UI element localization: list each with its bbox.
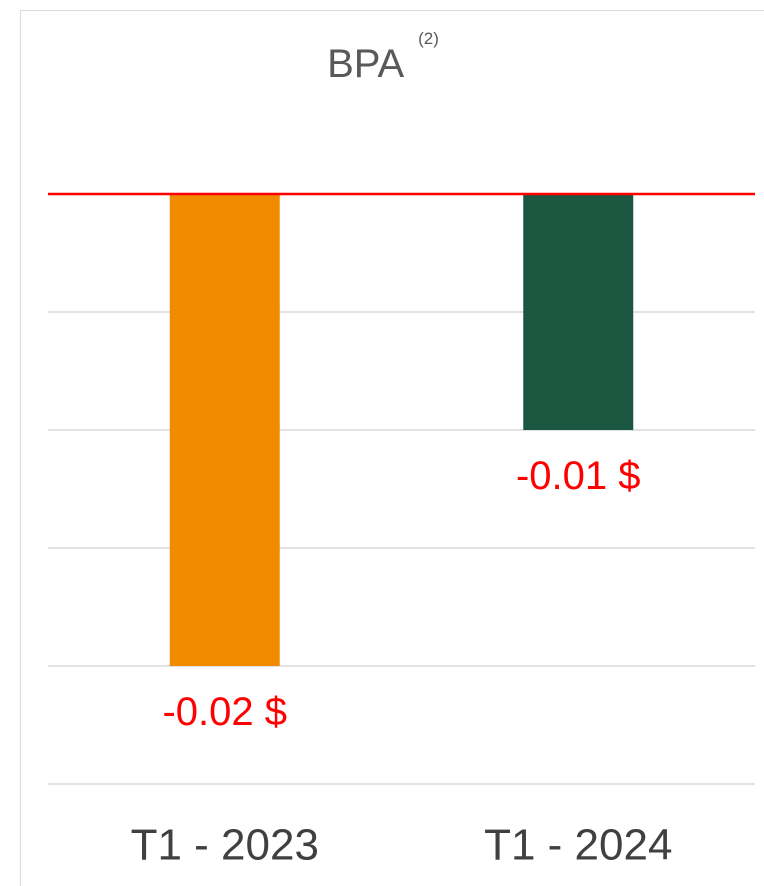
bar (169, 194, 280, 666)
value-label: -0.02 $ (162, 690, 288, 734)
chart-frame (20, 10, 764, 886)
chart-title: BPA (2) (327, 29, 439, 85)
bar (523, 194, 634, 430)
value-label: -0.01 $ (515, 454, 641, 498)
title-note: (2) (418, 29, 439, 48)
title-text: BPA (327, 42, 404, 86)
x-tick-label: T1 - 2023 (131, 821, 319, 870)
x-tick-label: T1 - 2024 (484, 821, 672, 870)
